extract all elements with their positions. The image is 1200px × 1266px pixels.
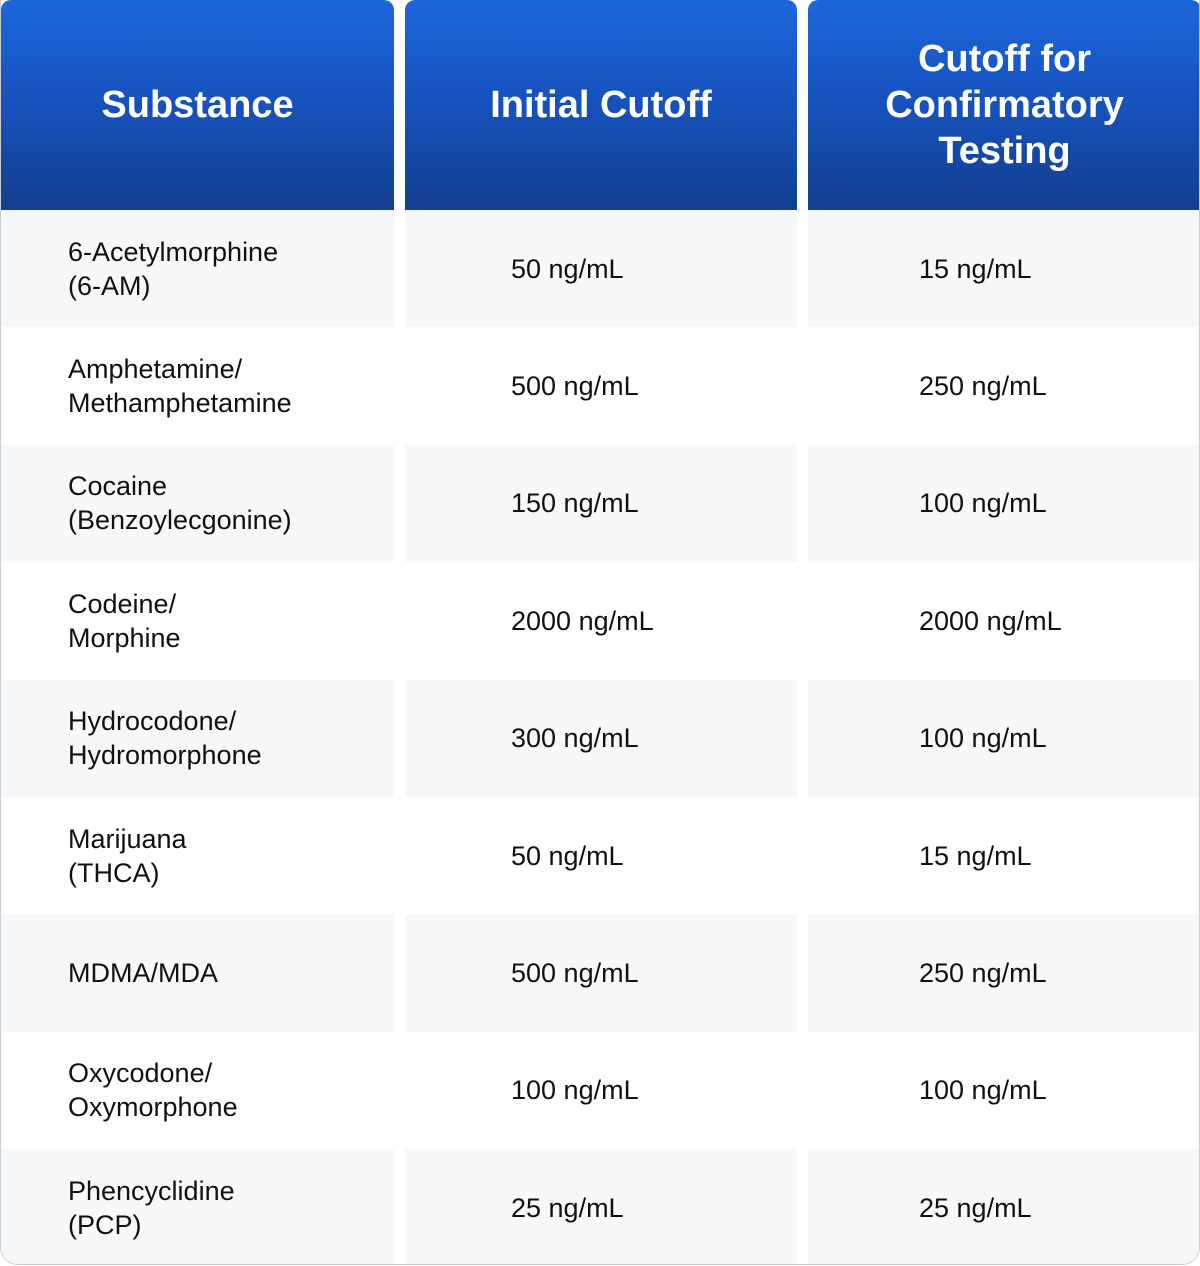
substance-cell: Phencyclidine (PCP) — [1, 1149, 394, 1264]
table-header-row: Substance Initial Cutoff Cutoff for Conf… — [1, 0, 1199, 210]
initial-cutoff-cell: 50 ng/mL — [511, 840, 624, 871]
initial-cutoff-cell: 2000 ng/mL — [511, 605, 654, 636]
substance-cell: Oxycodone/ Oxymorphone — [68, 1058, 238, 1123]
table-row: Amphetamine/ Methamphetamine 500 ng/mL 250… — [1, 327, 1199, 444]
substance-cell: Amphetamine/ Methamphetamine — [68, 354, 292, 419]
table-row: 6-Acetylmorphine (6-AM) 50 ng/mL 15 ng/mL — [1, 210, 1199, 328]
table-row: Codeine/ Morphine 2000 ng/mL 2000 ng/mL — [1, 562, 1199, 679]
table-row: Marijuana (THCA) 50 ng/mL 15 ng/mL — [1, 797, 1199, 914]
confirmatory-cutoff-cell: 250 ng/mL — [808, 914, 1199, 1032]
header-confirmatory-label: Cutoff for Confirmatory Testing — [885, 38, 1124, 172]
table-body: 6-Acetylmorphine (6-AM) 50 ng/mL 15 ng/mL A… — [1, 210, 1199, 1264]
table-row: Cocaine (Benzoylecgonine) 150 ng/mL 100 ng… — [1, 444, 1199, 563]
confirmatory-cutoff-cell: 100 ng/mL — [808, 444, 1199, 563]
table-row: Oxycodone/ Oxymorphone 100 ng/mL 100 ng/mL — [1, 1032, 1199, 1149]
substance-cell: Cocaine (Benzoylecgonine) — [1, 444, 394, 563]
confirmatory-cutoff-cell: 25 ng/mL — [808, 1149, 1199, 1264]
substance-cell: Hydrocodone/ Hydromorphone — [1, 679, 394, 797]
initial-cutoff-cell: 150 ng/mL — [405, 444, 797, 563]
initial-cutoff-cell: 500 ng/mL — [405, 914, 797, 1032]
confirmatory-cutoff-cell: 100 ng/mL — [919, 1075, 1047, 1106]
header-initial-cutoff: Initial Cutoff — [405, 0, 797, 210]
substance-cell: Marijuana (THCA) — [68, 823, 187, 888]
confirmatory-cutoff-cell: 15 ng/mL — [919, 840, 1032, 871]
table-row: Hydrocodone/ Hydromorphone 300 ng/mL 100 n… — [1, 679, 1199, 797]
initial-cutoff-cell: 500 ng/mL — [511, 371, 639, 402]
substance-cell: Codeine/ Morphine — [68, 588, 181, 653]
confirmatory-cutoff-cell: 250 ng/mL — [919, 371, 1047, 402]
substance-cell: MDMA/MDA — [1, 914, 394, 1032]
confirmatory-cutoff-cell: 2000 ng/mL — [919, 605, 1062, 636]
initial-cutoff-cell: 100 ng/mL — [511, 1075, 639, 1106]
confirmatory-cutoff-cell: 100 ng/mL — [808, 679, 1199, 797]
initial-cutoff-cell: 300 ng/mL — [405, 679, 797, 797]
table-row: MDMA/MDA 500 ng/mL 250 ng/mL — [1, 914, 1199, 1032]
header-substance: Substance — [1, 0, 394, 210]
substance-cell: 6-Acetylmorphine (6-AM) — [1, 210, 394, 328]
table-row: Phencyclidine (PCP) 25 ng/mL 25 ng/mL — [1, 1149, 1199, 1264]
header-confirmatory-cutoff: Cutoff for Confirmatory Testing — [808, 0, 1199, 210]
initial-cutoff-cell: 25 ng/mL — [405, 1149, 797, 1264]
confirmatory-cutoff-cell: 15 ng/mL — [808, 210, 1199, 328]
initial-cutoff-cell: 50 ng/mL — [405, 210, 797, 328]
